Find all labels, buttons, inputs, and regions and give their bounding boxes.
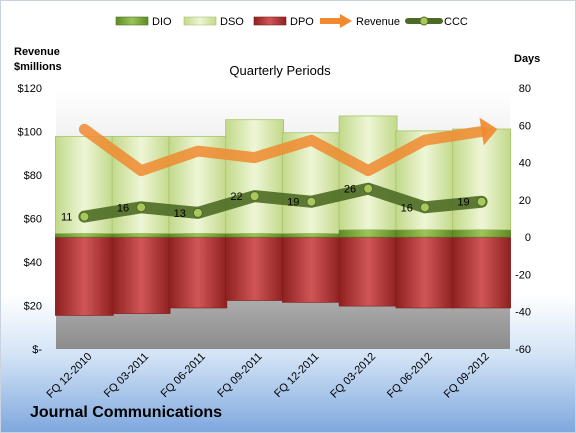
dso-bar <box>452 128 512 231</box>
x-tick-label: FQ 09-2012 <box>442 351 492 401</box>
legend-marker <box>419 16 429 26</box>
dio-bar <box>55 233 114 238</box>
right-tick-label: 20 <box>519 195 531 207</box>
right-axis-label: Days <box>514 53 540 65</box>
left-tick-label: $20 <box>24 301 42 313</box>
left-tick-label: $- <box>32 344 42 356</box>
left-axis: $- $20 $40 $60 $80 $100 $120 <box>18 83 43 356</box>
left-axis-label-line2: $millions <box>14 61 62 73</box>
x-tick-label: FQ 12-2010 <box>45 351 95 401</box>
right-tick-label: 60 <box>519 120 531 132</box>
left-tick-label: $80 <box>24 170 42 182</box>
ccc-line <box>78 182 488 223</box>
right-tick-label: 0 <box>525 232 531 244</box>
legend: DIO DSO DPO Revenue CCC <box>115 14 468 28</box>
ccc-data-label: 19 <box>457 197 469 209</box>
dpo-bar <box>111 236 171 314</box>
left-tick-label: $60 <box>24 214 42 226</box>
dio-bar <box>395 229 455 238</box>
right-axis: -60 -40 -20 0 20 40 60 80 <box>515 83 531 356</box>
legend-item-dso: DSO <box>183 16 244 28</box>
legend-item-dio: DIO <box>115 16 172 28</box>
x-tick-label: FQ 03-2012 <box>328 351 378 401</box>
legend-arrowhead <box>340 14 352 28</box>
ccc-data-label: 11 <box>61 212 72 224</box>
dpo-bar <box>168 236 228 309</box>
dio-bar <box>282 233 341 238</box>
dpo-bar <box>452 236 511 309</box>
ccc-marker <box>306 196 317 207</box>
x-tick-label: FQ 06-2012 <box>385 351 435 401</box>
dio-bar <box>338 229 398 238</box>
legend-label: DPO <box>290 16 314 28</box>
ccc-data-label: 16 <box>401 202 413 214</box>
chart-title: Quarterly Periods <box>229 63 331 78</box>
ccc-data-label: 26 <box>344 184 356 196</box>
legend-label: CCC <box>444 16 468 28</box>
ccc-marker <box>136 202 147 213</box>
dpo-bar <box>395 236 455 309</box>
dpo-bar <box>338 236 398 307</box>
dpo-bar <box>55 236 114 316</box>
left-tick-label: $100 <box>18 127 42 139</box>
right-tick-label: -40 <box>515 307 531 319</box>
right-tick-label: 80 <box>519 83 531 95</box>
ccc-marker <box>249 191 260 202</box>
ccc-marker <box>79 211 90 222</box>
legend-swatch <box>115 16 149 26</box>
legend-label: DSO <box>220 16 244 28</box>
revenue-line <box>78 123 488 177</box>
legend-swatch <box>183 16 217 26</box>
lines-layer: 11 16 13 22 19 26 16 19 <box>61 117 498 224</box>
legend-item-revenue: Revenue <box>320 14 400 28</box>
ccc-marker <box>419 202 430 213</box>
right-tick-label: -60 <box>515 344 531 356</box>
legend-label: Revenue <box>356 16 400 28</box>
company-name: Journal Communications <box>30 404 223 421</box>
dso-bar <box>225 119 285 234</box>
ccc-data-label: 13 <box>174 208 186 220</box>
legend-item-dpo: DPO <box>253 16 314 28</box>
ccc-marker <box>192 207 203 218</box>
x-tick-label: FQ 06-2011 <box>159 351 208 400</box>
x-tick-label: FQ 12-2011 <box>272 351 321 400</box>
legend-item-ccc: CCC <box>405 16 468 28</box>
right-tick-label: -20 <box>515 269 531 281</box>
left-tick-label: $120 <box>18 83 42 95</box>
revenue-arrowhead <box>479 117 498 146</box>
dio-bar <box>452 229 511 238</box>
left-tick-label: $40 <box>24 257 42 269</box>
dio-bar <box>111 233 171 238</box>
x-axis: FQ 12-2010 FQ 03-2011 FQ 06-2011 FQ 09-2011… <box>45 351 492 401</box>
legend-label: DIO <box>152 16 172 28</box>
dio-bar <box>168 233 228 238</box>
ccc-data-label: 22 <box>230 191 242 203</box>
ccc-marker <box>476 196 487 207</box>
dpo-bar <box>282 236 341 303</box>
legend-swatch <box>253 16 287 26</box>
ccc-marker <box>363 183 374 194</box>
dpo-bar <box>225 236 284 301</box>
ccc-data-label: 16 <box>117 202 129 214</box>
left-axis-label-line1: Revenue <box>14 46 60 58</box>
x-tick-label: FQ 09-2011 <box>215 351 264 400</box>
ccc-data-label: 19 <box>287 197 299 209</box>
right-tick-label: 40 <box>519 158 531 170</box>
dio-bar <box>225 233 284 238</box>
x-tick-label: FQ 03-2011 <box>102 351 151 400</box>
